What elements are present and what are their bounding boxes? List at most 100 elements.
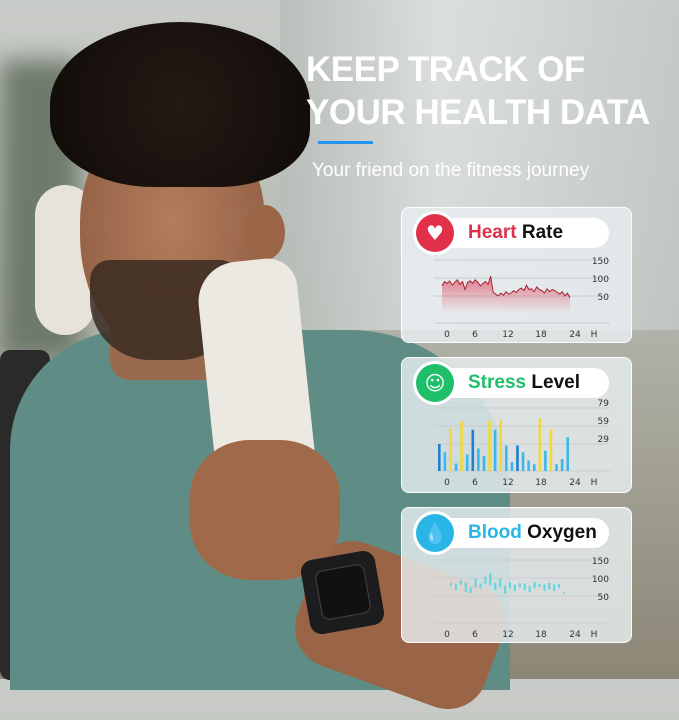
oxygen-bar	[533, 582, 536, 589]
stress-bar	[555, 464, 558, 471]
y-tick-label: 59	[598, 417, 610, 427]
title-rest: Level	[531, 372, 580, 393]
stress-bar	[549, 429, 553, 471]
oxygen-bar	[494, 583, 497, 591]
stress-bar	[544, 450, 547, 471]
x-tick-label: H	[591, 478, 598, 488]
stress-person-icon: ☺	[416, 364, 454, 402]
y-tick-label: 150	[592, 557, 609, 567]
x-tick-label: 6	[472, 330, 478, 340]
oxygen-bar	[450, 583, 452, 586]
headline: KEEP TRACK OF YOUR HEALTH DATA	[306, 48, 650, 134]
oxygen-bar	[563, 592, 566, 594]
x-tick-label: 12	[502, 478, 513, 488]
heart-rate-area	[442, 276, 570, 313]
oxygen-bar	[538, 583, 541, 588]
oxygen-bar	[543, 584, 546, 591]
title-colored: Stress	[468, 372, 527, 393]
stress-level-card: ☺ Stress Level 79 59 29 0 6 12 18 24 H	[401, 357, 632, 493]
oxygen-bar	[469, 587, 472, 594]
stress-bar	[516, 445, 519, 471]
chart: 150 100 50 0 6 12 18 24 H	[434, 557, 610, 640]
oxygen-bar	[479, 583, 482, 589]
chart: 79 59 29 0 6 12 18 24 H	[434, 399, 610, 488]
stress-bar	[477, 448, 480, 471]
stress-bar	[493, 429, 497, 471]
stress-bar	[532, 464, 536, 471]
stress-bar	[460, 421, 463, 471]
subtitle: Your friend on the fitness journey	[312, 160, 590, 181]
x-tick-label: 24	[569, 478, 581, 488]
oxygen-bar	[504, 585, 507, 594]
card-title: Stress Level	[468, 372, 580, 394]
x-tick-label: 0	[444, 630, 450, 640]
heart-rate-line	[441, 276, 571, 299]
x-tick-label: 12	[502, 330, 513, 340]
y-tick-label: 100	[592, 275, 609, 285]
x-tick-label: H	[591, 630, 598, 640]
oxygen-bar	[464, 582, 467, 592]
oxygen-bar	[548, 583, 551, 590]
curly-hair	[50, 22, 310, 187]
x-tick-label: 24	[569, 330, 581, 340]
oxygen-bar	[528, 585, 531, 592]
stress-bar	[471, 429, 475, 471]
stress-bar	[538, 418, 542, 471]
y-tick-label: 100	[592, 575, 609, 585]
stress-bar	[560, 459, 564, 471]
water-drop-icon: 💧	[416, 514, 454, 552]
oxygen-bar	[558, 583, 561, 589]
stress-bar	[438, 444, 441, 471]
x-tick-label: H	[591, 330, 598, 340]
stress-bar	[449, 428, 452, 471]
x-tick-label: 6	[472, 630, 478, 640]
blood-oxygen-card: 💧 Blood Oxygen 150 100 50 0 6 12 18 24 H	[401, 507, 632, 643]
stress-bar	[566, 437, 570, 471]
oxygen-bar	[459, 580, 462, 585]
y-tick-label: 150	[592, 257, 609, 267]
headline-line1: KEEP TRACK OF	[306, 50, 585, 89]
oxygen-bar	[499, 578, 502, 588]
stress-bar	[482, 456, 486, 471]
chart: 150 100 50 0 6 12 18 24 H	[434, 257, 610, 340]
x-tick-label: 18	[535, 630, 547, 640]
oxygen-bar	[509, 582, 511, 589]
oxygen-bar	[454, 583, 457, 591]
title-rest: Rate	[521, 222, 564, 243]
x-tick-label: 18	[535, 330, 547, 340]
x-tick-label: 6	[472, 478, 478, 488]
stress-bar	[454, 463, 458, 471]
title-rest: Oxygen	[527, 522, 597, 543]
stress-bar	[488, 420, 491, 471]
title-colored: Blood	[468, 522, 522, 543]
x-tick-label: 18	[535, 478, 547, 488]
stress-bar	[510, 462, 514, 471]
oxygen-bar	[523, 583, 526, 591]
headline-line2: YOUR HEALTH DATA	[306, 93, 650, 132]
y-tick-label: 79	[598, 399, 610, 409]
x-tick-label: 24	[569, 630, 581, 640]
stress-bar	[465, 454, 469, 471]
card-title: Blood Oxygen	[468, 522, 597, 544]
smartwatch-screen	[314, 563, 372, 621]
x-tick-label: 12	[502, 630, 513, 640]
oxygen-bar	[518, 583, 521, 588]
y-tick-label: 29	[598, 435, 610, 445]
stress-bar	[443, 452, 447, 471]
stress-bar	[521, 452, 525, 471]
y-tick-label: 50	[598, 293, 610, 303]
title-colored: Heart	[468, 222, 517, 243]
stress-bar	[527, 460, 530, 471]
x-tick-label: 0	[444, 330, 450, 340]
oxygen-bar	[474, 578, 477, 588]
stress-bar	[499, 419, 503, 471]
x-tick-label: 0	[444, 478, 450, 488]
heart-rate-card: ♥ Heart Rate 150 100 50 0 6 12 18 24 H	[401, 207, 632, 343]
accent-underline	[318, 141, 373, 144]
y-tick-label: 50	[598, 593, 610, 603]
stress-bar	[505, 445, 508, 471]
oxygen-bar	[553, 584, 556, 591]
ear	[245, 205, 285, 260]
oxygen-bar	[489, 572, 492, 586]
oxygen-bar	[513, 584, 516, 591]
